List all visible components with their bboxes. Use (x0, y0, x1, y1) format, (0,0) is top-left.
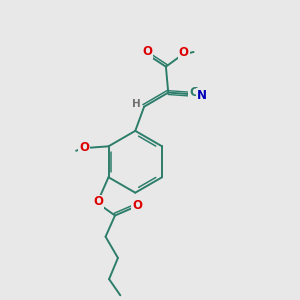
Text: C: C (189, 86, 198, 99)
Text: O: O (93, 196, 103, 208)
Text: O: O (80, 141, 89, 154)
Text: N: N (197, 89, 207, 102)
Text: H: H (132, 99, 140, 109)
Text: O: O (132, 199, 142, 212)
Text: O: O (178, 46, 189, 59)
Text: O: O (142, 45, 152, 58)
